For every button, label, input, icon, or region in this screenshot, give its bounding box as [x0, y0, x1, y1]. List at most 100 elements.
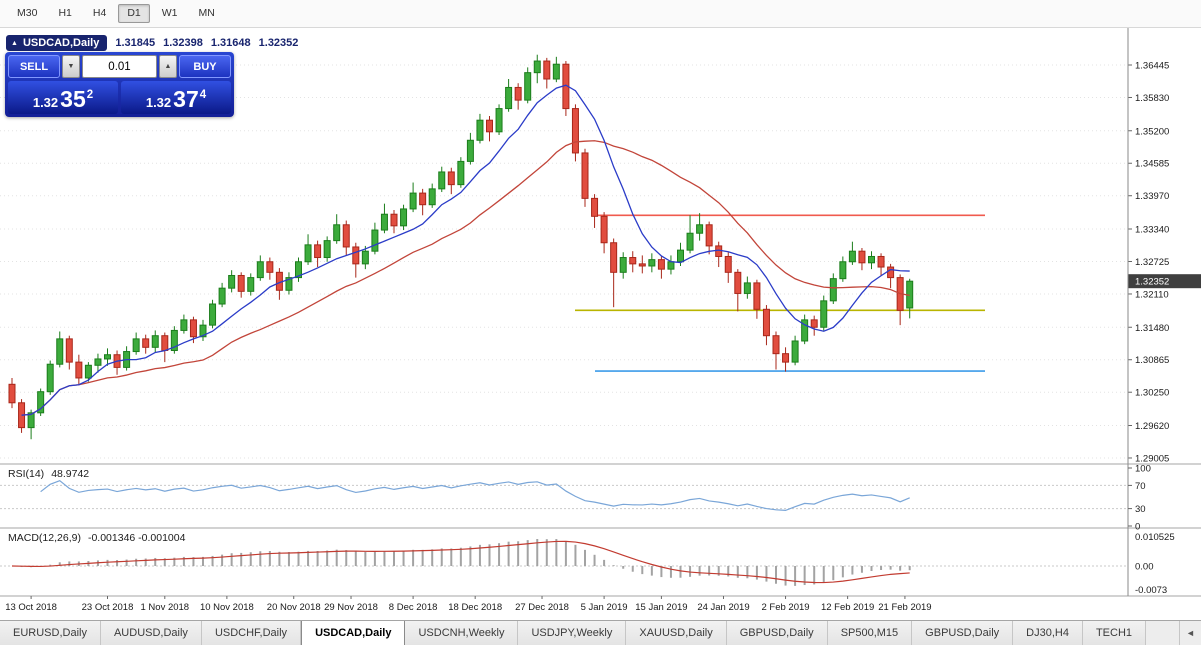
svg-text:1.29620: 1.29620	[1135, 421, 1169, 432]
rsi-line	[40, 479, 910, 512]
high-value: 1.32398	[163, 37, 203, 49]
volume-input[interactable]	[82, 55, 157, 78]
bid-price[interactable]: 1.32 35 2	[8, 81, 118, 114]
svg-text:15 Jan 2019: 15 Jan 2019	[635, 602, 687, 613]
volume-increase-button[interactable]: ▲	[159, 55, 177, 78]
macd-title: MACD(12,26,9)	[8, 532, 81, 544]
svg-text:1.36445: 1.36445	[1135, 61, 1169, 72]
svg-text:1.32110: 1.32110	[1135, 289, 1169, 300]
svg-text:1.31480: 1.31480	[1135, 323, 1169, 334]
bid-base: 1.32	[32, 95, 59, 110]
timeframe-d1-button[interactable]: D1	[118, 4, 150, 23]
rsi-value: 48.9742	[51, 468, 90, 480]
timeframe-h1-button[interactable]: H1	[58, 7, 72, 20]
ask-base: 1.32	[145, 95, 172, 110]
svg-text:18 Dec 2018: 18 Dec 2018	[448, 602, 502, 613]
horizontal-trend-lines[interactable]	[575, 214, 985, 372]
chart-title: ▲ USDCAD,Daily 1.31845 1.32398 1.31648 1…	[6, 35, 298, 51]
svg-text:1.32352: 1.32352	[1135, 277, 1169, 288]
sell-button[interactable]: SELL	[8, 55, 60, 78]
volume-decrease-button[interactable]: ▼	[62, 55, 80, 78]
tab-usdcnh-weekly[interactable]: USDCNH,Weekly	[405, 621, 519, 645]
tab-usdcad-daily[interactable]: USDCAD,Daily	[301, 621, 406, 645]
tab-xauusd-daily[interactable]: XAUUSD,Daily	[626, 621, 727, 645]
symbol-chip: ▲ USDCAD,Daily	[6, 35, 108, 51]
bid-frac: 2	[86, 89, 94, 101]
svg-text:0: 0	[1135, 522, 1140, 533]
close-value: 1.32352	[258, 37, 299, 49]
timeframe-m30-button[interactable]: M30	[17, 7, 38, 20]
svg-text:24 Jan 2019: 24 Jan 2019	[697, 602, 749, 613]
rsi-panel: 100 70 30 0	[0, 464, 1151, 533]
candles-layer	[8, 54, 914, 440]
price-chart[interactable]: 1.36445 1.35830 1.35200 1.34585 1.33970 1.333…	[0, 28, 1201, 620]
ask-pips: 37	[173, 86, 199, 113]
bid-pips: 35	[60, 86, 86, 113]
timeframe-h4-button[interactable]: H4	[92, 7, 107, 20]
svg-text:1.35830: 1.35830	[1135, 93, 1169, 104]
tab-tech1[interactable]: TECH1	[1082, 621, 1146, 645]
ohlc-values: 1.31845 1.32398 1.31648 1.32352	[115, 37, 298, 49]
svg-text:-0.0073: -0.0073	[1135, 585, 1167, 596]
price-gridlines	[0, 64, 1128, 459]
svg-text:20 Nov 2018: 20 Nov 2018	[267, 602, 321, 613]
macd-scale: 0.010525 0.00 -0.0073	[1135, 532, 1175, 596]
symbol-name: USDCAD,Daily	[22, 37, 100, 49]
svg-text:1.30250: 1.30250	[1135, 388, 1169, 399]
time-axis: 13 Oct 2018 23 Oct 2018 1 Nov 2018 10 Nov 2…	[5, 596, 932, 613]
buy-button[interactable]: BUY	[179, 55, 231, 78]
open-value: 1.31845	[115, 37, 156, 49]
tab-gbpusd-daily[interactable]: GBPUSD,Daily	[726, 621, 828, 645]
bid-ask-row: 1.32 35 2 1.32 37 4	[8, 81, 231, 114]
tab-eurusd-daily[interactable]: EURUSD,Daily	[0, 621, 101, 645]
ma-fast-line	[21, 84, 910, 416]
ma-slow-line	[21, 140, 910, 416]
rsi-title: RSI(14)	[8, 468, 45, 480]
svg-text:8 Dec 2018: 8 Dec 2018	[389, 602, 438, 613]
low-value: 1.31648	[210, 37, 251, 49]
svg-text:1.30865: 1.30865	[1135, 355, 1169, 366]
svg-text:23 Oct 2018: 23 Oct 2018	[82, 602, 134, 613]
svg-text:30: 30	[1135, 504, 1146, 515]
svg-text:0.00: 0.00	[1135, 562, 1154, 573]
triangle-icon: ▲	[11, 39, 18, 47]
ask-price[interactable]: 1.32 37 4	[121, 81, 231, 114]
price-axis: 1.36445 1.35830 1.35200 1.34585 1.33970 1.333…	[1128, 61, 1169, 464]
tab-scroll-left-button[interactable]: ◄	[1179, 621, 1201, 645]
svg-text:70: 70	[1135, 481, 1146, 492]
svg-text:21 Feb 2019: 21 Feb 2019	[878, 602, 931, 613]
svg-text:1.32725: 1.32725	[1135, 257, 1169, 268]
svg-text:1.29005: 1.29005	[1135, 453, 1169, 464]
timeframe-toolbar: M30 H1 H4 D1 W1 MN	[0, 0, 1201, 28]
macd-signal-line	[11, 540, 910, 584]
svg-text:5 Jan 2019: 5 Jan 2019	[581, 602, 628, 613]
symbol-tabbar: EURUSD,Daily AUDUSD,Daily USDCHF,Daily USDC…	[0, 620, 1201, 645]
tab-gbpusd-daily[interactable]: GBPUSD,Daily	[912, 621, 1014, 645]
symbol-tabbar-items: EURUSD,Daily AUDUSD,Daily USDCHF,Daily USDC…	[0, 621, 1179, 645]
trade-buttons-row: SELL ▼ ▲ BUY	[8, 55, 231, 78]
one-click-trading-panel: SELL ▼ ▲ BUY 1.32 35 2 1.32 37 4	[5, 52, 234, 117]
svg-text:12 Feb 2019: 12 Feb 2019	[821, 602, 874, 613]
ask-frac: 4	[199, 89, 207, 101]
svg-text:10 Nov 2018: 10 Nov 2018	[200, 602, 254, 613]
tab-usdchf-daily[interactable]: USDCHF,Daily	[201, 621, 302, 645]
macd-values: -0.001346 -0.001004	[87, 532, 186, 544]
svg-text:1.34585: 1.34585	[1135, 159, 1169, 170]
svg-text:1.33970: 1.33970	[1135, 191, 1169, 202]
chart-region: 1.36445 1.35830 1.35200 1.34585 1.33970 1.333…	[0, 28, 1201, 620]
tab-usdjpy-weekly[interactable]: USDJPY,Weekly	[518, 621, 627, 645]
svg-text:29 Nov 2018: 29 Nov 2018	[324, 602, 378, 613]
timeframe-w1-button[interactable]: W1	[161, 7, 178, 20]
svg-text:27 Dec 2018: 27 Dec 2018	[515, 602, 569, 613]
svg-text:1.35200: 1.35200	[1135, 126, 1169, 137]
svg-text:1.33340: 1.33340	[1135, 225, 1169, 236]
current-price-badge: 1.32352	[1128, 274, 1201, 289]
timeframe-mn-button[interactable]: MN	[198, 7, 215, 20]
tab-dj30-h4[interactable]: DJ30,H4	[1013, 621, 1083, 645]
tab-audusd-daily[interactable]: AUDUSD,Daily	[100, 621, 202, 645]
tab-sp500-m15[interactable]: SP500,M15	[827, 621, 913, 645]
svg-text:0.010525: 0.010525	[1135, 532, 1175, 543]
svg-text:1 Nov 2018: 1 Nov 2018	[141, 602, 190, 613]
macd-header: MACD(12,26,9) -0.001346 -0.001004	[8, 532, 185, 544]
